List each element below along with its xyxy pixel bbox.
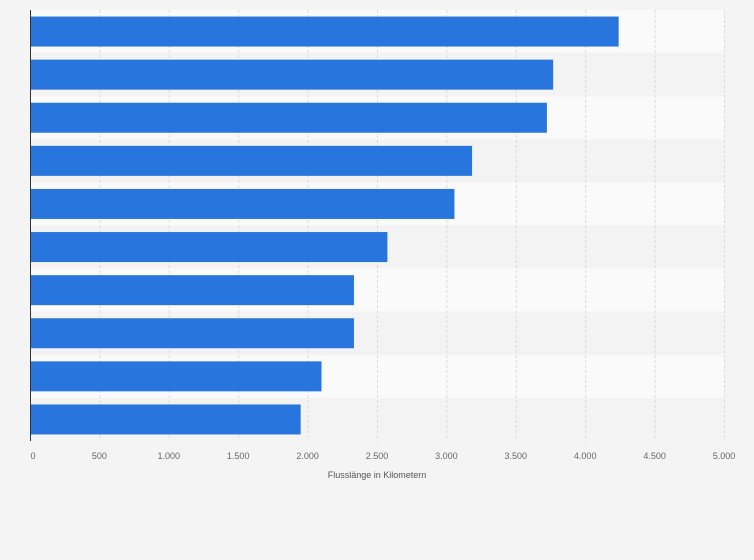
bar-7[interactable] bbox=[30, 275, 354, 306]
x-tick-label: 0 bbox=[30, 451, 35, 461]
bar-5[interactable] bbox=[30, 188, 455, 219]
x-tick-label: 1.000 bbox=[158, 451, 181, 461]
bar-4[interactable] bbox=[30, 145, 473, 176]
x-axis-tick-labels: 0 500 1.000 1.500 2.000 2.500 3.000 3.500 4.000 4… bbox=[30, 451, 735, 461]
bar-10[interactable] bbox=[30, 404, 301, 435]
x-axis-title: Flusslänge in Kilometern bbox=[328, 470, 427, 480]
x-tick-label: 1.500 bbox=[227, 451, 250, 461]
x-tick-label: 500 bbox=[92, 451, 107, 461]
bar-9[interactable] bbox=[30, 361, 322, 392]
bar-8[interactable] bbox=[30, 318, 354, 349]
x-tick-label: 3.000 bbox=[435, 451, 458, 461]
bar-6[interactable] bbox=[30, 232, 388, 263]
bar-3[interactable] bbox=[30, 102, 547, 133]
bar-1[interactable] bbox=[30, 16, 619, 47]
x-tick-label: 2.500 bbox=[366, 451, 389, 461]
x-tick-label: 4.500 bbox=[643, 451, 666, 461]
bars bbox=[30, 16, 619, 435]
x-tick-label: 3.500 bbox=[505, 451, 528, 461]
x-tick-label: 2.000 bbox=[296, 451, 319, 461]
bar-2[interactable] bbox=[30, 59, 554, 90]
x-tick-label: 4.000 bbox=[574, 451, 597, 461]
x-tick-label: 5.000 bbox=[713, 451, 736, 461]
